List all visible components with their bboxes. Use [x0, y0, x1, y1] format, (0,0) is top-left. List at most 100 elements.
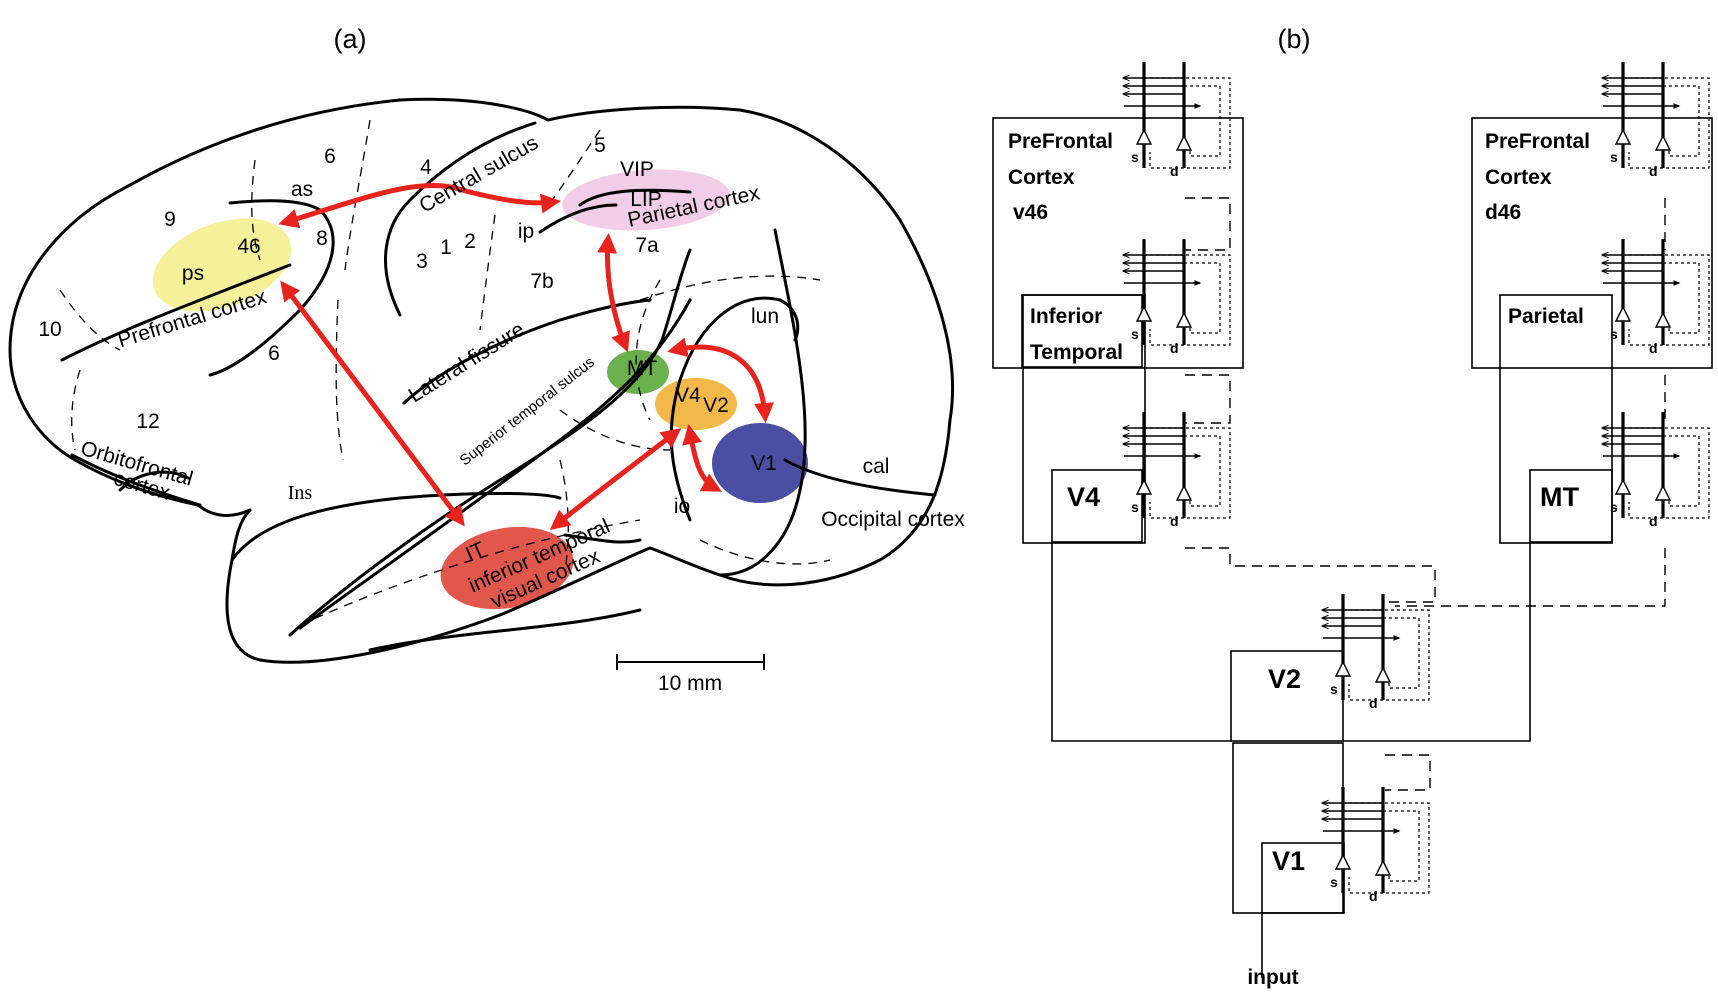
area-3: 3 — [416, 250, 428, 273]
brain-outline — [8, 97, 954, 664]
s-label-v4: s — [1131, 499, 1139, 515]
panel-a-label: (a) — [334, 24, 367, 54]
area-46: 46 — [237, 235, 260, 258]
unit-parietal — [1603, 239, 1709, 345]
principal-sulcus — [60, 263, 292, 362]
sts-label: Superior temporal sulcus — [457, 354, 598, 470]
pfc-d46-label-3: d46 — [1485, 201, 1521, 224]
area-2: 2 — [464, 230, 476, 253]
mt-box-label: MT — [1540, 482, 1579, 512]
area-7a: 7a — [635, 234, 659, 257]
unit-v4 — [1124, 412, 1230, 518]
d-label-pfc-v46: d — [1170, 163, 1179, 179]
central-sulcus-label: Central sulcus — [415, 131, 542, 217]
box-parietal — [1499, 294, 1613, 544]
d-label-parietal: d — [1649, 340, 1658, 356]
s-label-pfc-v46: s — [1131, 149, 1139, 165]
inferior-temporal-lower — [368, 608, 642, 652]
parietal-mt-arrow — [597, 233, 630, 353]
network-diagram: s d s d s d s d s d s d s d s d PreFront… — [992, 62, 1713, 989]
sulcus-as: as — [291, 178, 313, 201]
sulcus-lun: lun — [751, 305, 779, 328]
d-label-mt: d — [1649, 513, 1658, 529]
v4-box-label: V4 — [1067, 482, 1100, 512]
area-12: 12 — [136, 410, 159, 433]
s-label-parietal: s — [1610, 326, 1618, 342]
pfc-v46-label-3: v46 — [1013, 201, 1048, 224]
unit-pfc-v46 — [1124, 62, 1230, 168]
d-label-v1: d — [1369, 888, 1378, 904]
path-mt-v2 — [1343, 542, 1531, 742]
v4-v1-arrow — [682, 424, 723, 492]
pfc-d46-label-1: PreFrontal — [1485, 130, 1590, 153]
s-label-it: s — [1131, 326, 1139, 342]
pfc-parietal-arrow — [278, 182, 561, 229]
unit-pfc-d46 — [1603, 62, 1709, 168]
unit-inferior-temporal — [1124, 239, 1230, 345]
vip-label: VIP — [620, 158, 654, 181]
s-label-v2: s — [1330, 681, 1338, 697]
it-box-label-1: Inferior — [1030, 305, 1102, 328]
unit-v1 — [1323, 787, 1429, 893]
area-6-lower: 6 — [268, 342, 280, 365]
box-v4 — [1051, 469, 1143, 543]
pfc-d46-label-2: Cortex — [1485, 166, 1552, 189]
area-10: 10 — [38, 318, 61, 341]
area-9: 9 — [164, 208, 176, 231]
box-pfc-v46 — [992, 117, 1244, 369]
mt-v1-arrow — [667, 337, 774, 423]
brain-diagram: 9 46 8 6 6 4 5 3 1 2 7a 7b 10 12 ps as i… — [8, 97, 965, 695]
io-sulcus — [563, 533, 642, 544]
area-ins: Ins — [288, 482, 313, 504]
v1-label: V1 — [751, 452, 777, 475]
d-label-it: d — [1170, 340, 1179, 356]
sulcus-io: io — [674, 495, 690, 518]
path-v4-v2 — [1051, 542, 1231, 742]
v2-box-label: V2 — [1268, 664, 1301, 694]
unit-mt — [1603, 412, 1709, 518]
area-4: 4 — [420, 156, 432, 179]
panel-b-label: (b) — [1278, 24, 1311, 54]
occipital-label: Occipital cortex — [821, 508, 965, 531]
s-label-pfc-d46: s — [1610, 149, 1618, 165]
input-label: input — [1247, 966, 1298, 989]
d-label-v2: d — [1369, 695, 1378, 711]
prefrontal-highlight — [152, 218, 292, 312]
scale-bar-label: 10 mm — [658, 672, 722, 695]
s-label-v1: s — [1330, 874, 1338, 890]
lateral-fissure-label: Lateral fissure — [405, 318, 529, 407]
box-pfc-d46 — [1471, 117, 1713, 369]
unit-v2 — [1323, 594, 1429, 700]
it-highlight — [440, 526, 574, 610]
area-8: 8 — [316, 227, 328, 250]
parietal-highlight — [562, 169, 730, 231]
d-label-v4: d — [1170, 513, 1179, 529]
v2-label: V2 — [703, 394, 729, 417]
v4-label: V4 — [675, 384, 701, 407]
box-v1-column — [1232, 742, 1344, 914]
area-6-upper: 6 — [324, 145, 336, 168]
area-5: 5 — [594, 134, 606, 157]
pfc-v46-label-1: PreFrontal — [1008, 130, 1113, 153]
s-label-mt: s — [1610, 499, 1618, 515]
mt-label: MT — [627, 357, 657, 380]
pfc-it-arrow — [280, 280, 465, 527]
pfc-v46-label-2: Cortex — [1008, 166, 1075, 189]
v1-box-label: V1 — [1272, 846, 1305, 876]
orbital-sulcus — [118, 470, 190, 492]
lip-label: LIP — [630, 188, 662, 211]
sulcus-cal: cal — [863, 455, 890, 478]
parietal-box-label: Parietal — [1508, 305, 1584, 328]
sts-upper — [298, 298, 692, 630]
area-1: 1 — [440, 236, 452, 259]
d-label-pfc-d46: d — [1649, 163, 1658, 179]
it-box-label-2: Temporal — [1030, 341, 1123, 364]
calcarine-sulcus — [783, 458, 937, 497]
sulcus-ps: ps — [182, 262, 204, 285]
area-7b: 7b — [530, 270, 553, 293]
v4-it-arrow — [549, 428, 682, 530]
v1-highlight — [712, 423, 808, 503]
box-mt — [1529, 469, 1613, 543]
lip-contour — [578, 188, 692, 207]
